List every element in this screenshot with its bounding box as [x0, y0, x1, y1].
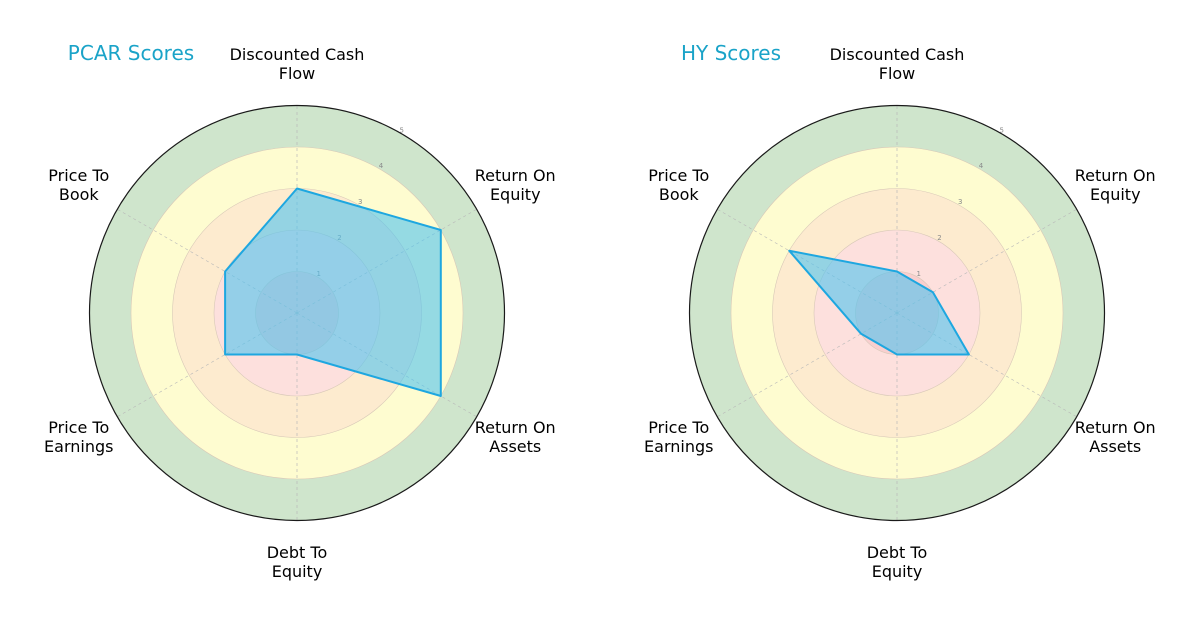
radial-tick-labels: 1 2 3 4 5	[917, 126, 1004, 278]
axis-labels: Discounted Cash Flow Return On Equity Return…	[44, 45, 556, 581]
tick-label: 5	[1000, 126, 1004, 134]
outer-ring	[688, 104, 1106, 522]
tick-label: 3	[358, 198, 362, 206]
axis-label: Discounted Cash Flow	[830, 45, 965, 83]
outer-ring	[88, 104, 506, 522]
tick-label: 5	[400, 126, 404, 134]
axis-label: Price To Earnings	[44, 418, 113, 456]
grid-ring	[813, 229, 981, 397]
axis-label: Debt To Equity	[867, 543, 928, 581]
axis-label: Price To Earnings	[644, 418, 713, 456]
axis-label: Return On Equity	[1075, 166, 1156, 204]
axis-label: Return On Equity	[475, 166, 556, 204]
tick-label: 4	[379, 162, 384, 170]
axis-label: Return On Assets	[475, 418, 556, 456]
score-polygon	[224, 187, 442, 397]
axis-label: Return On Assets	[1075, 418, 1156, 456]
grid-ring	[730, 146, 1064, 480]
axis-label: Price To Book	[648, 166, 709, 204]
axis-spoke	[717, 312, 898, 418]
axis-label: Price To Book	[48, 166, 109, 204]
axis-spoke	[117, 312, 298, 418]
tick-label: 4	[979, 162, 984, 170]
chart-title: HY Scores	[681, 41, 781, 65]
hy-radar-chart: HY Scores 1 2 3 4 5 Discounted Cash Flow Retur…	[644, 41, 1156, 581]
grid-ring	[772, 188, 1022, 438]
axis-labels: Discounted Cash Flow Return On Equity Return…	[644, 45, 1156, 581]
tick-label: 2	[937, 234, 941, 242]
score-polygon	[788, 249, 970, 356]
grid-ring	[130, 146, 464, 480]
chart-title: PCAR Scores	[68, 41, 194, 65]
axis-label: Debt To Equity	[267, 543, 328, 581]
tick-label: 3	[958, 198, 962, 206]
axis-spoke	[896, 208, 1077, 314]
tick-label: 1	[917, 270, 921, 278]
axis-spoke	[117, 208, 298, 314]
axis-spoke	[896, 312, 1077, 418]
axis-label: Discounted Cash Flow	[230, 45, 365, 83]
